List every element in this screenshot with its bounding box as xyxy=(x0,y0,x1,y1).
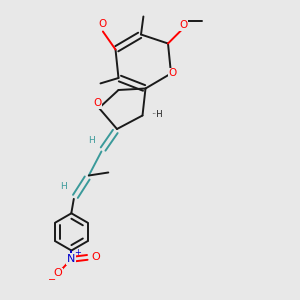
Text: O: O xyxy=(99,19,107,29)
Text: H: H xyxy=(60,182,67,191)
Text: O: O xyxy=(91,252,100,262)
Text: O: O xyxy=(53,268,62,278)
Text: ··H: ··H xyxy=(151,110,163,118)
Text: O: O xyxy=(179,20,187,30)
Text: N: N xyxy=(67,254,76,264)
Text: O: O xyxy=(93,98,102,109)
Text: H: H xyxy=(88,136,95,145)
Text: O: O xyxy=(168,68,177,79)
Text: −: − xyxy=(48,275,56,285)
Text: +: + xyxy=(75,248,81,257)
